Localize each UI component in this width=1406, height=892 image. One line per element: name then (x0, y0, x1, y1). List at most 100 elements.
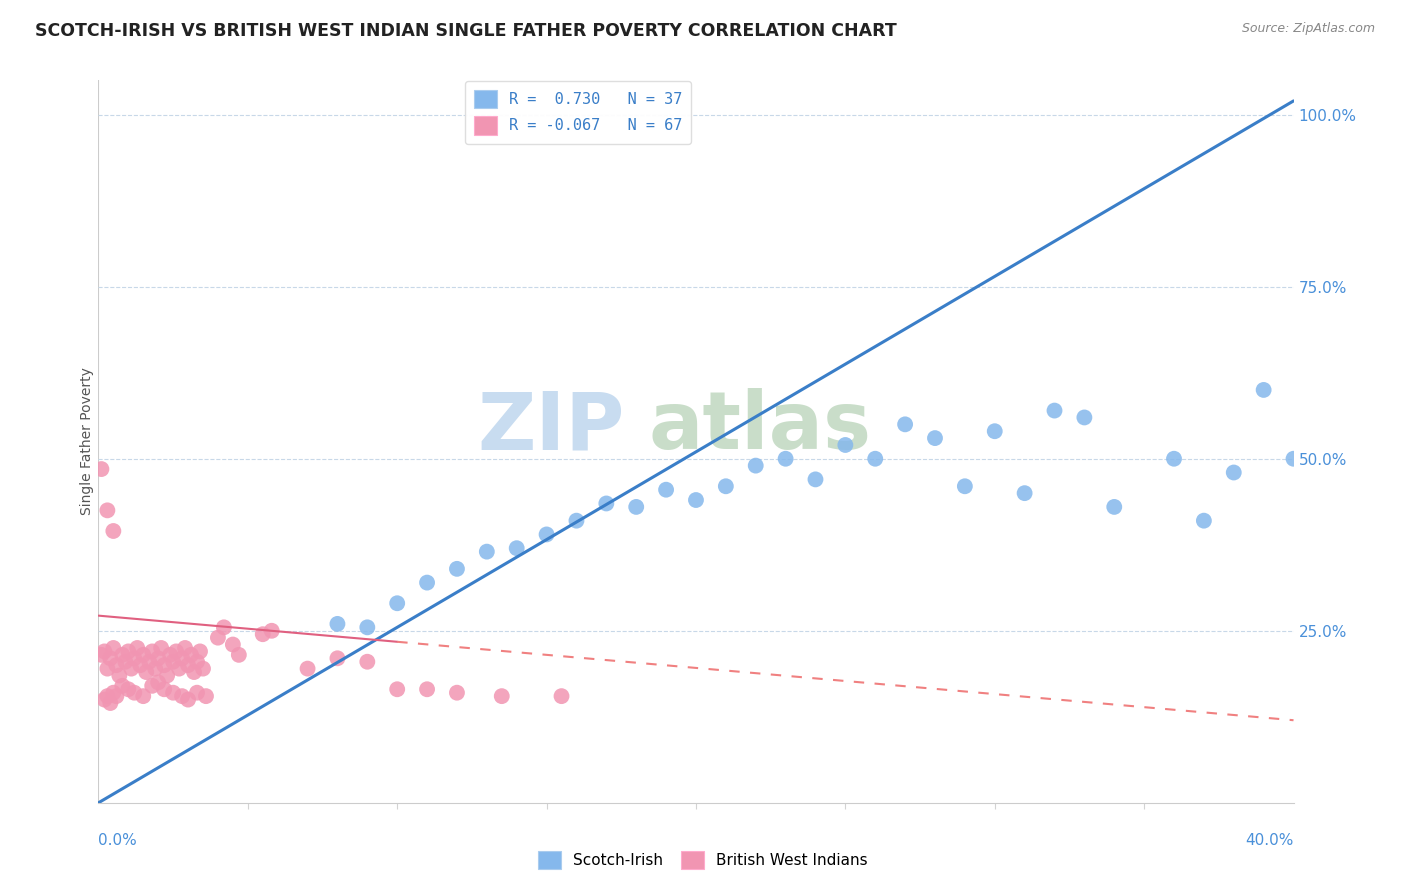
Point (127, 640, 149, 655)
Point (186, 686, 208, 700)
Point (446, 686, 468, 700)
Point (138, 655, 160, 669)
Point (93, 692, 115, 706)
Point (186, 655, 208, 669)
Point (252, 627, 274, 641)
Point (1282, 451, 1305, 466)
Point (105, 658, 128, 673)
Point (96, 689, 118, 703)
Point (804, 472, 827, 486)
Point (475, 544, 498, 558)
Point (93, 644, 115, 658)
Point (326, 616, 349, 631)
Point (117, 644, 139, 658)
Point (150, 640, 173, 655)
Text: SCOTCH-IRISH VS BRITISH WEST INDIAN SINGLE FATHER POVERTY CORRELATION CHART: SCOTCH-IRISH VS BRITISH WEST INDIAN SING… (35, 22, 897, 40)
Point (356, 655, 378, 669)
Point (183, 665, 205, 679)
Point (114, 655, 136, 669)
Point (655, 483, 678, 497)
Point (1043, 403, 1066, 417)
Point (356, 620, 378, 634)
Point (1192, 514, 1215, 528)
Point (222, 638, 245, 652)
Y-axis label: Single Father Poverty: Single Father Poverty (80, 368, 94, 516)
Point (120, 662, 142, 676)
Point (132, 648, 155, 662)
Point (446, 562, 468, 576)
Point (167, 662, 190, 676)
Point (159, 648, 181, 662)
Point (177, 692, 200, 706)
Point (188, 644, 211, 658)
Point (595, 496, 617, 510)
Point (565, 514, 588, 528)
Point (124, 686, 146, 700)
Text: Source: ZipAtlas.com: Source: ZipAtlas.com (1241, 22, 1375, 36)
Point (117, 682, 139, 697)
Point (96, 503, 118, 517)
Point (1073, 410, 1095, 425)
Point (103, 640, 125, 655)
Point (111, 648, 134, 662)
Text: ZIP: ZIP (477, 388, 624, 467)
Point (172, 651, 194, 665)
Point (177, 658, 200, 673)
Point (153, 658, 176, 673)
Point (153, 682, 176, 697)
Point (1014, 486, 1036, 500)
Point (148, 675, 170, 690)
Point (416, 575, 439, 590)
Point (174, 640, 197, 655)
Point (90, 462, 112, 476)
Point (103, 686, 125, 700)
Point (894, 417, 917, 432)
Point (385, 596, 409, 610)
Point (626, 500, 648, 514)
Point (111, 679, 134, 693)
Point (96, 662, 118, 676)
Point (135, 665, 157, 679)
Point (191, 662, 214, 676)
Point (984, 424, 1007, 438)
Point (385, 682, 409, 697)
Point (141, 644, 163, 658)
Text: atlas: atlas (648, 388, 872, 467)
Point (148, 651, 170, 665)
Point (141, 679, 163, 693)
Point (207, 631, 229, 645)
Point (506, 541, 529, 556)
Point (297, 662, 319, 676)
Point (714, 479, 737, 493)
Point (129, 658, 152, 673)
Point (1163, 451, 1185, 466)
Point (260, 624, 283, 638)
Point (1223, 466, 1246, 480)
Point (172, 689, 194, 703)
Point (124, 651, 146, 665)
Point (865, 451, 887, 466)
Point (212, 620, 235, 634)
Legend: R =  0.730   N = 37, R = -0.067   N = 67: R = 0.730 N = 37, R = -0.067 N = 67 (464, 80, 692, 144)
Point (550, 689, 572, 703)
Point (180, 648, 202, 662)
Text: 40.0%: 40.0% (1246, 833, 1294, 848)
Point (103, 524, 125, 538)
Point (105, 689, 128, 703)
Point (416, 682, 439, 697)
Point (924, 431, 946, 445)
Legend: Scotch-Irish, British West Indians: Scotch-Irish, British West Indians (531, 845, 875, 875)
Point (90, 648, 112, 662)
Point (108, 668, 131, 682)
Point (162, 686, 184, 700)
Point (228, 648, 250, 662)
Point (491, 689, 513, 703)
Point (685, 493, 707, 508)
Point (132, 689, 155, 703)
Point (156, 668, 179, 682)
Point (98, 696, 122, 710)
Point (162, 655, 184, 669)
Point (98, 651, 122, 665)
Point (953, 479, 976, 493)
Point (326, 651, 349, 665)
